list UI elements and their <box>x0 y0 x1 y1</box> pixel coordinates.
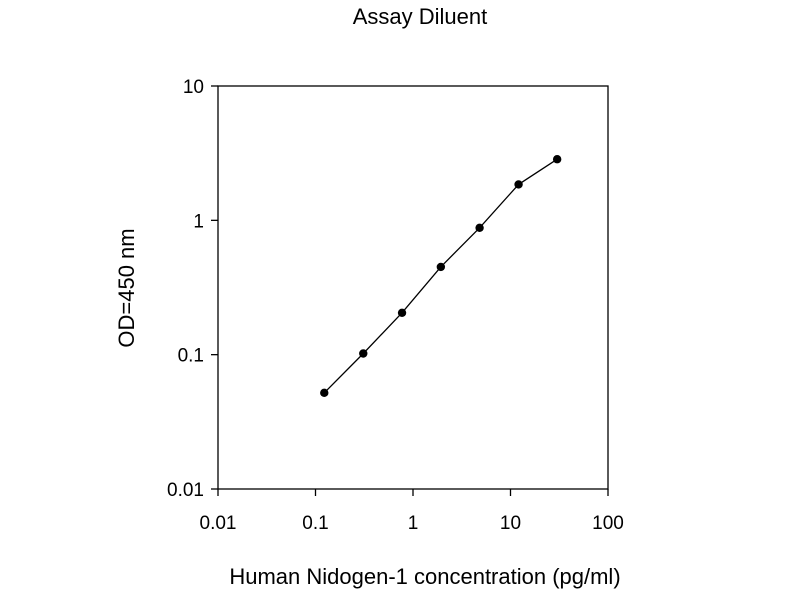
data-point <box>436 262 446 272</box>
y-tick-label: 1 <box>193 211 204 232</box>
series-line <box>323 158 558 394</box>
data-point <box>320 388 329 398</box>
x-tick-label: 100 <box>592 513 624 534</box>
data-point <box>514 180 523 189</box>
x-axis-label: Human Nidogen-1 concentration (pg/ml) <box>229 564 621 589</box>
x-axis-ticks: 0.01 0.1 1 10 100 <box>200 489 624 534</box>
series-group <box>320 155 562 398</box>
x-tick-label: 0.1 <box>302 513 328 534</box>
y-tick-label: 0.1 <box>178 346 204 367</box>
y-axis-label: OD=450 nm <box>114 228 139 348</box>
data-point <box>475 223 484 232</box>
data-point <box>359 349 368 358</box>
plot-frame <box>217 85 609 490</box>
y-axis-ticks: 0.01 0.1 1 10 <box>167 77 218 501</box>
x-tick-label: 0.01 <box>200 513 237 534</box>
y-tick-label: 10 <box>183 77 204 98</box>
y-tick-label: 0.01 <box>167 480 204 501</box>
data-point <box>397 308 407 317</box>
axes <box>217 85 609 490</box>
x-tick-label: 1 <box>408 513 419 534</box>
data-point <box>552 155 562 164</box>
chart-title: Assay Diluent <box>352 4 488 29</box>
x-tick-label: 10 <box>500 513 521 534</box>
